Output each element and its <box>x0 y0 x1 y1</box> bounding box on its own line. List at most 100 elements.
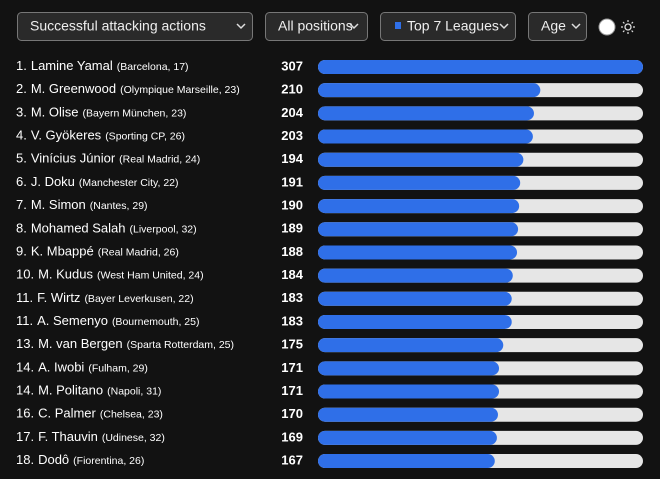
player-detail: (Liverpool, 32) <box>130 223 197 235</box>
player-label: 14. M. Politano (Napoli, 31) <box>16 383 161 398</box>
player-name: M. Kudus <box>38 267 93 282</box>
rank: 4. <box>16 128 27 143</box>
bar <box>318 60 643 74</box>
player-detail: (Fiorentina, 26) <box>73 455 144 467</box>
player-name: F. Wirtz <box>37 290 80 305</box>
bar <box>318 361 500 376</box>
age-label: Age <box>541 18 566 34</box>
rank: 1. <box>16 58 27 73</box>
value-label: 190 <box>281 198 303 213</box>
rank: 6. <box>16 174 27 189</box>
bar <box>318 268 513 283</box>
rank: 11. <box>16 290 33 305</box>
player-name: Lamine Yamal <box>31 58 113 73</box>
player-detail: (Napoli, 31) <box>107 385 161 397</box>
value-label: 191 <box>281 174 303 189</box>
player-name: M. Politano <box>38 383 103 398</box>
player-detail: (Udinese, 32) <box>102 432 165 444</box>
player-name: M. Olise <box>31 105 79 120</box>
bar <box>318 83 541 98</box>
player-detail: (Sparta Rotterdam, 25) <box>127 339 234 351</box>
rank: 16. <box>16 406 34 421</box>
player-name: Vinícius Júnior <box>31 151 116 166</box>
bar <box>318 106 534 121</box>
bar <box>318 314 512 329</box>
rank: 3. <box>16 105 27 120</box>
rank: 10. <box>16 267 34 282</box>
position-dropdown[interactable]: All positions <box>265 12 368 41</box>
player-detail: (Nantes, 29) <box>90 200 148 212</box>
bar <box>318 338 504 353</box>
value-label: 171 <box>281 360 303 375</box>
player-name: Mohamed Salah <box>31 221 126 236</box>
player-detail: (Bayer Leverkusen, 22) <box>84 293 193 305</box>
rank: 9. <box>16 244 27 259</box>
value-label: 194 <box>281 151 303 166</box>
bar <box>318 152 524 167</box>
player-detail: (Real Madrid, 24) <box>119 154 200 166</box>
value-label: 171 <box>281 383 303 398</box>
value-label: 203 <box>281 128 303 143</box>
theme-toggle[interactable] <box>598 18 635 36</box>
rank: 7. <box>16 198 27 213</box>
player-detail: (Bayern München, 23) <box>83 107 187 119</box>
player-label: 14. A. Iwobi (Fulham, 29) <box>16 360 148 375</box>
value-label: 188 <box>281 244 303 259</box>
value-label: 204 <box>281 105 303 120</box>
player-name: Dodô <box>38 452 69 467</box>
player-label: 7. M. Simon (Nantes, 29) <box>16 198 148 213</box>
rank: 2. <box>16 82 27 97</box>
player-detail: (West Ham United, 24) <box>97 269 204 281</box>
rank: 5. <box>16 151 27 166</box>
player-label: 18. Dodô (Fiorentina, 26) <box>16 452 144 467</box>
player-label: 5. Vinícius Júnior (Real Madrid, 24) <box>16 151 200 166</box>
player-detail: (Olympique Marseille, 23) <box>120 84 240 96</box>
value-label: 170 <box>281 406 303 421</box>
bar <box>318 222 519 237</box>
metric-label: Successful attacking actions <box>30 18 206 34</box>
league-label: Top 7 Leagues <box>407 18 499 34</box>
value-label: 175 <box>281 337 303 352</box>
value-label: 183 <box>281 313 303 328</box>
value-label: 189 <box>281 221 303 236</box>
player-label: 3. M. Olise (Bayern München, 23) <box>16 105 186 120</box>
player-detail: (Chelsea, 23) <box>100 408 163 420</box>
player-name: A. Iwobi <box>38 360 84 375</box>
value-label: 184 <box>281 267 303 282</box>
league-dropdown[interactable]: Top 7 Leagues <box>380 12 516 41</box>
player-label: 11. A. Semenyo (Bournemouth, 25) <box>16 313 200 328</box>
player-label: 9. K. Mbappé (Real Madrid, 26) <box>16 244 179 259</box>
bar <box>318 175 521 190</box>
player-label: 11. F. Wirtz (Bayer Leverkusen, 22) <box>16 290 194 305</box>
player-detail: (Bournemouth, 25) <box>112 316 200 328</box>
bar <box>318 199 520 214</box>
player-name: M. van Bergen <box>38 337 123 352</box>
value-label: 210 <box>281 82 303 97</box>
player-name: M. Greenwood <box>31 82 116 97</box>
rank: 18. <box>16 452 34 467</box>
metric-dropdown[interactable]: Successful attacking actions <box>17 12 253 41</box>
player-label: 1. Lamine Yamal (Barcelona, 17) <box>16 58 189 73</box>
bar <box>318 384 500 399</box>
player-detail: (Sporting CP, 26) <box>105 130 185 142</box>
player-label: 17. F. Thauvin (Udinese, 32) <box>16 429 165 444</box>
player-name: J. Doku <box>31 174 75 189</box>
player-label: 8. Mohamed Salah (Liverpool, 32) <box>16 221 197 236</box>
rank: 11. <box>16 313 33 328</box>
position-label: All positions <box>278 18 353 34</box>
player-label: 10. M. Kudus (West Ham United, 24) <box>16 267 204 282</box>
age-dropdown[interactable]: Age <box>528 12 587 41</box>
player-label: 16. C. Palmer (Chelsea, 23) <box>16 406 163 421</box>
rank: 14. <box>16 383 34 398</box>
value-label: 183 <box>281 290 303 305</box>
value-label: 167 <box>281 452 303 467</box>
bar <box>318 407 498 422</box>
player-detail: (Real Madrid, 26) <box>98 246 179 258</box>
player-label: 2. M. Greenwood (Olympique Marseille, 23) <box>16 82 240 97</box>
bar <box>318 129 533 144</box>
bar <box>318 454 495 469</box>
player-name: C. Palmer <box>38 406 96 421</box>
player-detail: (Barcelona, 17) <box>117 61 189 73</box>
